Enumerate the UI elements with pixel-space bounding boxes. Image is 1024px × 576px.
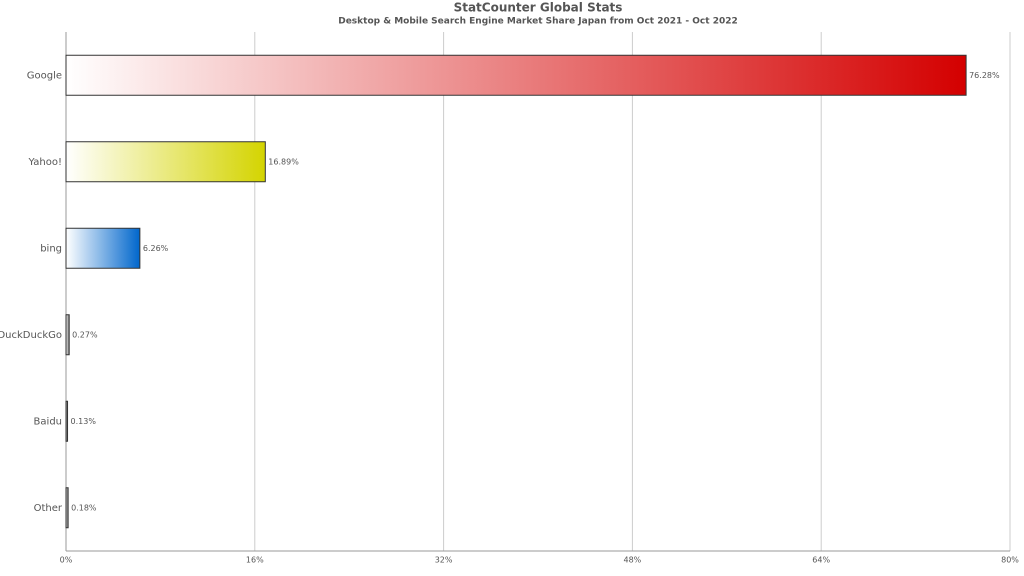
bar bbox=[65, 54, 967, 96]
y-tick-label: DuckDuckGo bbox=[0, 330, 62, 341]
chart-subtitle: Desktop & Mobile Search Engine Market Sh… bbox=[338, 17, 738, 27]
x-tick-label: 0% bbox=[60, 556, 73, 565]
y-tick-label: Yahoo! bbox=[28, 157, 62, 168]
value-label: 0.13% bbox=[71, 417, 97, 426]
y-tick-label: Google bbox=[27, 70, 62, 81]
value-label: 0.18% bbox=[71, 503, 97, 512]
bar bbox=[65, 227, 141, 269]
y-tick-label: Baidu bbox=[34, 416, 62, 427]
y-tick-label: Other bbox=[34, 503, 63, 514]
x-tick-label: 48% bbox=[624, 556, 642, 565]
value-label: 16.89% bbox=[268, 157, 299, 166]
chart-title: StatCounter Global Stats bbox=[454, 1, 623, 15]
value-label: 76.28% bbox=[969, 71, 1000, 80]
x-tick-label: 80% bbox=[1001, 556, 1019, 565]
y-tick-label: bing bbox=[40, 243, 62, 254]
x-tick-label: 64% bbox=[812, 556, 830, 565]
bar bbox=[65, 141, 266, 183]
value-label: 6.26% bbox=[143, 244, 169, 253]
bar bbox=[65, 314, 70, 356]
x-tick-label: 32% bbox=[435, 556, 453, 565]
value-label: 0.27% bbox=[72, 330, 98, 339]
x-tick-label: 16% bbox=[246, 556, 264, 565]
bar bbox=[65, 487, 69, 529]
bar bbox=[65, 400, 69, 442]
